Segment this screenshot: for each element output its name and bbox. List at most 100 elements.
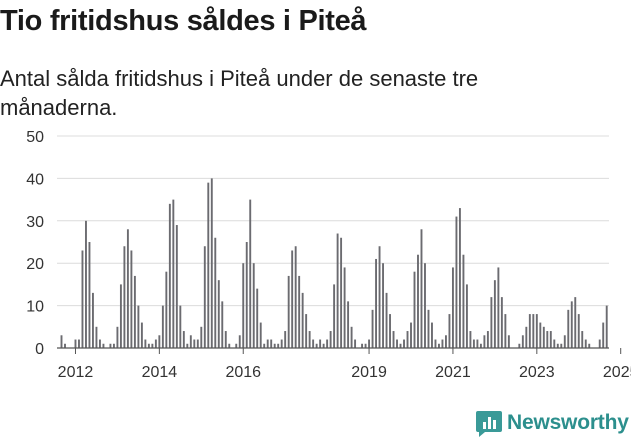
bar	[451, 267, 454, 348]
bar	[319, 339, 322, 348]
bar	[361, 343, 364, 348]
bar	[287, 275, 290, 348]
bar	[486, 331, 489, 348]
bar	[210, 178, 213, 348]
bar	[109, 343, 112, 348]
bar	[161, 305, 164, 348]
bar	[273, 343, 276, 348]
bar	[130, 250, 133, 348]
bar	[413, 271, 416, 348]
y-tick-label: 50	[26, 129, 44, 146]
bar	[172, 199, 175, 348]
bar	[256, 288, 259, 348]
bar	[431, 322, 433, 348]
bar	[60, 335, 63, 348]
bar	[570, 301, 573, 348]
bar	[448, 314, 451, 348]
bar	[116, 326, 119, 348]
bar	[392, 331, 395, 348]
bar	[249, 199, 252, 348]
bar	[539, 322, 542, 348]
bar	[193, 339, 196, 348]
bar	[417, 254, 419, 348]
bar	[598, 339, 601, 348]
bar	[532, 314, 535, 348]
bar	[189, 335, 192, 348]
bar	[291, 250, 294, 348]
brand-logo: Newsworthy	[476, 406, 629, 440]
bar	[553, 339, 556, 348]
bar	[347, 301, 350, 348]
bar	[556, 343, 559, 348]
bar	[340, 237, 343, 348]
bar	[497, 267, 500, 348]
bar	[123, 246, 126, 348]
x-tick-label: 2021	[435, 364, 471, 381]
bar	[175, 225, 178, 348]
bar	[92, 292, 94, 348]
bar	[186, 343, 189, 348]
bar	[445, 335, 447, 348]
annotation-label: 10	[629, 0, 631, 4]
bar	[207, 182, 210, 348]
bar	[140, 322, 143, 348]
bar	[371, 309, 374, 348]
bar	[221, 301, 224, 348]
bar	[574, 297, 577, 348]
bar-chart: 0 10 20 30 40 50 2012 2014 2016 2019 2021 2023 2025 1…	[26, 0, 631, 381]
bar	[238, 335, 241, 348]
bar	[81, 250, 84, 348]
bar	[85, 220, 87, 348]
bar	[259, 322, 262, 348]
bar	[521, 335, 524, 348]
bar	[322, 343, 325, 348]
y-tick-label: 30	[26, 214, 44, 231]
bar	[504, 314, 507, 348]
x-tick-label: 2025	[603, 364, 631, 381]
bar	[350, 326, 353, 348]
bar	[312, 339, 315, 348]
bar	[126, 229, 129, 348]
bar	[577, 314, 580, 348]
bar	[235, 343, 238, 348]
bar	[245, 242, 248, 348]
bar	[266, 339, 269, 348]
bar	[479, 343, 482, 348]
x-tick-label: 2016	[225, 364, 261, 381]
bar	[102, 343, 105, 348]
bar	[144, 339, 147, 348]
bar	[242, 263, 245, 348]
bar	[147, 343, 150, 348]
bar	[493, 280, 496, 348]
bar	[343, 267, 346, 348]
bar	[518, 343, 521, 348]
bar	[441, 339, 444, 348]
bar	[528, 314, 531, 348]
bar	[438, 343, 440, 348]
bar	[217, 280, 220, 348]
bar	[455, 216, 458, 348]
bar	[305, 314, 308, 348]
chart-title: Tio fritidshus såldes i Piteå	[0, 5, 367, 37]
bar	[214, 237, 217, 348]
y-tick-label: 10	[26, 299, 44, 316]
bar	[602, 322, 605, 348]
bar	[424, 263, 426, 348]
bar	[403, 339, 405, 348]
x-tick-label: 2023	[519, 364, 555, 381]
bar	[98, 339, 101, 348]
bar	[88, 242, 91, 348]
bar	[308, 331, 311, 348]
bar	[584, 339, 587, 348]
bar	[280, 339, 283, 348]
bar	[507, 335, 510, 348]
bar	[203, 246, 206, 348]
bar	[458, 208, 461, 348]
bar	[333, 284, 336, 348]
bar	[158, 335, 161, 348]
bar	[179, 305, 182, 348]
bar	[263, 343, 266, 348]
bar	[396, 339, 398, 348]
bar	[228, 343, 231, 348]
bar	[462, 254, 465, 348]
